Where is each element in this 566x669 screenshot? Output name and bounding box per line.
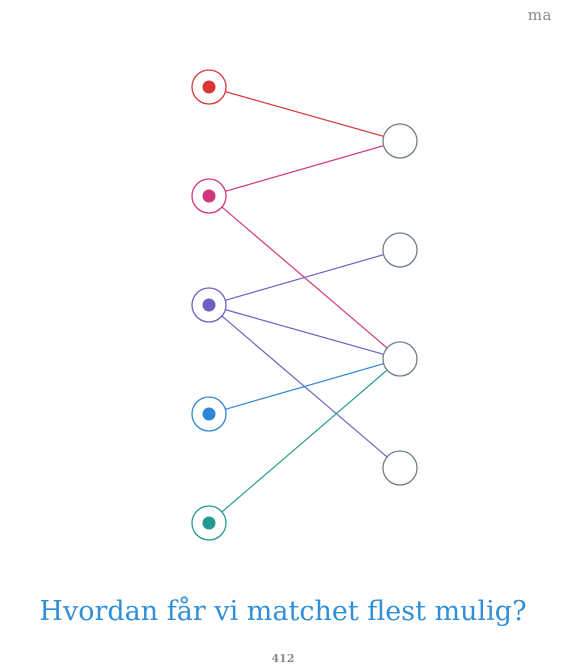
- right-node-r4: [382, 450, 418, 486]
- left-node-dot: [202, 407, 216, 421]
- edge-l3-r3: [225, 309, 384, 355]
- right-node-r3: [382, 341, 418, 377]
- question-caption: Hvordan får vi matchet flest mulig?: [39, 596, 527, 627]
- edge-l4-r3: [225, 363, 384, 410]
- edge-l3-r2: [225, 254, 384, 301]
- header-mark: ma: [527, 6, 552, 24]
- right-node-r1: [382, 123, 418, 159]
- left-node-dot: [202, 80, 216, 94]
- left-node-dot: [202, 189, 216, 203]
- right-node-r2: [382, 232, 418, 268]
- page-number: 412: [271, 652, 295, 665]
- left-node-dot: [202, 298, 216, 312]
- nodes-layer: [191, 69, 418, 541]
- left-node-l4: [191, 396, 227, 432]
- left-node-dot: [202, 516, 216, 530]
- edges-layer: [221, 91, 388, 513]
- left-node-l2: [191, 178, 227, 214]
- left-node-l1: [191, 69, 227, 105]
- left-node-l5: [191, 505, 227, 541]
- edge-l5-r3: [221, 369, 388, 513]
- edge-l2-r1: [225, 145, 384, 192]
- edge-l1-r1: [225, 91, 384, 137]
- left-node-l3: [191, 287, 227, 323]
- bipartite-graph: [191, 69, 418, 541]
